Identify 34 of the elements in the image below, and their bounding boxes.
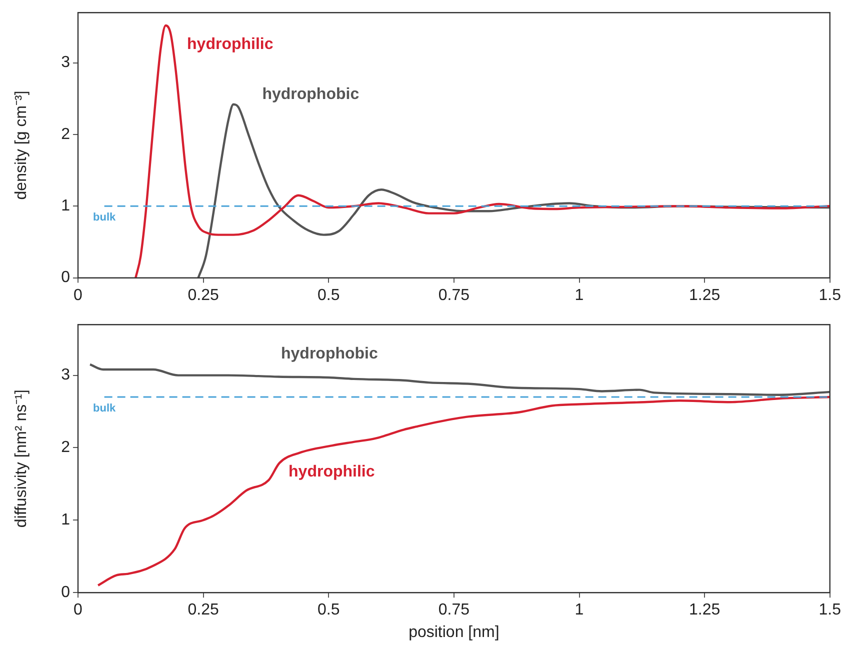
series-label: hydrophilic (288, 463, 375, 480)
ref-line-label: bulk (93, 212, 117, 224)
x-tick-label: 1 (574, 286, 584, 304)
y-tick-label: 3 (61, 54, 70, 72)
y-tick-label: 1 (61, 198, 70, 215)
y-tick-label: 2 (61, 439, 70, 456)
y-axis-title: density [g cm⁻³] (13, 90, 30, 200)
x-tick-label: 0 (74, 602, 83, 619)
y-tick-label: 0 (61, 269, 70, 286)
x-axis-title: position [nm] (408, 624, 500, 641)
x-tick-label: 0.5 (318, 286, 340, 304)
line-series (197, 103, 830, 278)
y-axis-title: diffusivity [nm² ns⁻¹] (13, 390, 30, 528)
x-tick-label: 1.25 (688, 286, 720, 304)
y-tick-label: 3 (61, 366, 70, 384)
line-series (134, 24, 830, 278)
y-tick-label: 1 (61, 512, 70, 529)
x-tick-label: 0.5 (318, 602, 340, 619)
x-tick-label: 1.25 (688, 602, 720, 619)
series-label: hydrophobic (262, 86, 360, 104)
x-tick-label: 0.75 (438, 602, 470, 619)
y-tick-label: 0 (61, 584, 70, 602)
x-tick-label: 1.5 (818, 286, 842, 304)
series-label: hydrophobic (281, 345, 378, 362)
x-tick-label: 0.25 (188, 286, 219, 304)
x-tick-label: 0 (74, 286, 83, 304)
x-tick-label: 0.25 (188, 602, 219, 619)
y-tick-label: 2 (61, 126, 70, 143)
x-tick-label: 0.75 (438, 286, 470, 304)
x-tick-label: 1.5 (818, 602, 842, 619)
ref-line-label: bulk (93, 402, 117, 415)
x-tick-label: 1 (574, 602, 584, 619)
line-series (88, 363, 830, 396)
series-label: hydrophilic (187, 36, 274, 53)
